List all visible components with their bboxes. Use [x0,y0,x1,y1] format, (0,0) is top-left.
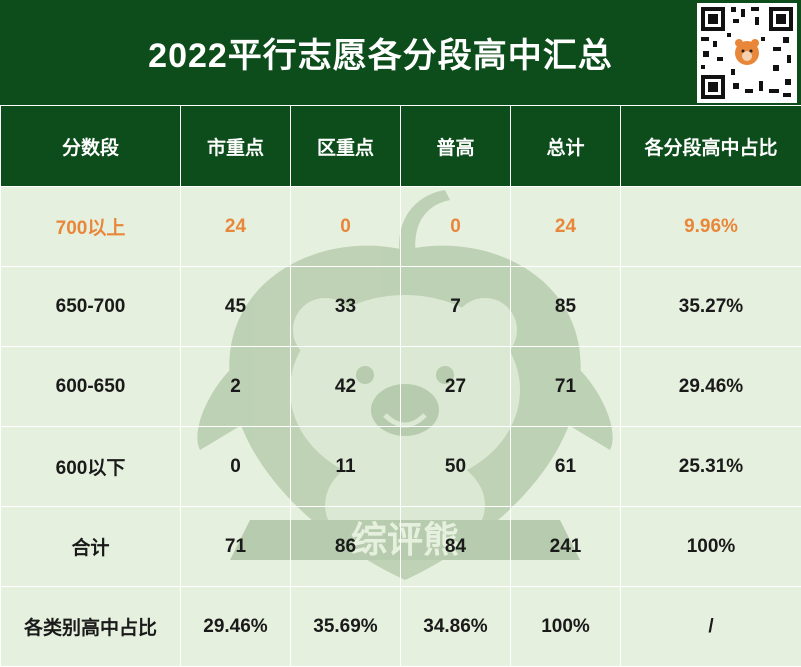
summary-table: 分数段 市重点 区重点 普高 总计 各分段高中占比 700以上 24 0 0 2… [0,105,801,667]
table-cell: 2 [180,346,291,427]
table-cell: 24 [180,186,291,267]
table-row: 700以上 24 0 0 24 9.96% [0,186,801,267]
table-cell: 86 [290,506,401,587]
title-bar: 2022平行志愿各分段高中汇总 [0,0,801,105]
table-cell: 27 [400,346,511,427]
table-cell: 61 [510,426,621,507]
table-cell: 42 [290,346,401,427]
bear-mascot-icon [733,39,761,67]
header-cell: 总计 [510,105,621,187]
qr-code-icon [697,3,797,103]
table-cell: 650-700 [0,266,181,347]
table-cell: 600-650 [0,346,181,427]
table-row: 600-650 2 42 27 71 29.46% [0,346,801,427]
table-cell: 各类别高中占比 [0,586,181,667]
table-cell: 0 [290,186,401,267]
page-title: 2022平行志愿各分段高中汇总 [148,37,613,75]
table-cell: 33 [290,266,401,347]
table-cell: 85 [510,266,621,347]
table-row: 各类别高中占比 29.46% 35.69% 34.86% 100% / [0,586,801,667]
table-cell: 35.27% [620,266,801,347]
header-cell: 区重点 [290,105,401,187]
table-cell: 35.69% [290,586,401,667]
table-cell: 45 [180,266,291,347]
table-cell: 29.46% [620,346,801,427]
table-cell: 600以下 [0,426,181,507]
header-cell: 各分段高中占比 [620,105,801,187]
table-cell: 29.46% [180,586,291,667]
header-cell: 普高 [400,105,511,187]
table-cell: 50 [400,426,511,507]
table-cell: / [620,586,801,667]
header-row: 分数段 市重点 区重点 普高 总计 各分段高中占比 [0,105,801,187]
table-cell: 24 [510,186,621,267]
header-cell: 分数段 [0,105,181,187]
table-cell: 241 [510,506,621,587]
table-row: 650-700 45 33 7 85 35.27% [0,266,801,347]
table-cell: 合计 [0,506,181,587]
table-cell: 71 [180,506,291,587]
table-cell: 71 [510,346,621,427]
table-cell: 0 [180,426,291,507]
table-row: 600以下 0 11 50 61 25.31% [0,426,801,507]
table-cell: 9.96% [620,186,801,267]
table-cell: 25.31% [620,426,801,507]
table-cell: 11 [290,426,401,507]
table-cell: 84 [400,506,511,587]
table-cell: 7 [400,266,511,347]
header-cell: 市重点 [180,105,291,187]
table-cell: 0 [400,186,511,267]
table-cell: 700以上 [0,186,181,267]
table-cell: 100% [510,586,621,667]
table-cell: 34.86% [400,586,511,667]
table-row: 合计 71 86 84 241 100% [0,506,801,587]
table-cell: 100% [620,506,801,587]
